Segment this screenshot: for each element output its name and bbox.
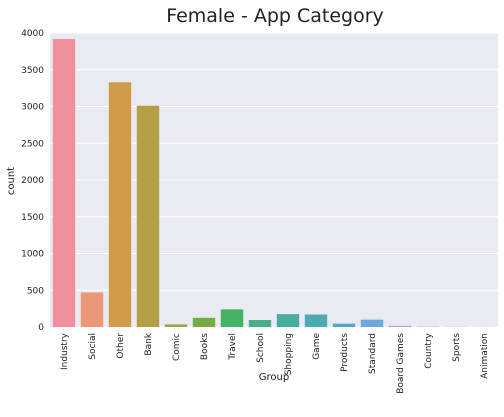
bar-products (332, 323, 356, 327)
bar-school (248, 320, 272, 327)
y-tick-label: 0 (38, 323, 44, 333)
x-tick-label: School (256, 333, 266, 363)
bar-social (80, 292, 104, 327)
y-tick-label: 3500 (21, 66, 44, 76)
bar-board-games (388, 325, 412, 327)
y-tick-label: 2000 (21, 176, 44, 186)
x-tick-label: Shopping (284, 333, 294, 375)
x-tick-label: Travel (228, 333, 238, 361)
y-tick-labels: 0 500 1000 1500 2000 2500 3000 3500 4000 (21, 29, 44, 333)
bar-industry (52, 38, 76, 327)
x-tick-labels: Industry Social Other Bank Comic Books Travel S… (60, 332, 490, 394)
x-tick-label: Bank (144, 332, 154, 355)
bar-other (108, 82, 132, 328)
y-tick-label: 4000 (21, 29, 44, 39)
bar-bank (136, 105, 160, 327)
bar-books (192, 317, 216, 327)
bars (52, 38, 496, 328)
y-tick-label: 500 (27, 286, 44, 296)
y-tick-label: 2500 (21, 139, 44, 149)
x-axis-label: Group (259, 372, 289, 383)
y-tick-label: 1000 (21, 250, 44, 260)
y-tick-label: 1500 (21, 213, 44, 223)
x-tick-label: Products (340, 333, 350, 372)
bar-travel (220, 309, 244, 327)
x-tick-label: Standard (368, 333, 378, 374)
x-tick-label: Social (88, 333, 98, 360)
x-tick-label: Game (312, 333, 322, 360)
x-tick-label: Animation (480, 333, 490, 379)
bar-game (304, 314, 328, 327)
bar-shopping (276, 314, 300, 327)
y-axis-label: count (6, 167, 17, 195)
x-tick-label: Country (424, 332, 434, 368)
x-tick-label: Board Games (396, 333, 406, 394)
bar-standard (360, 319, 384, 327)
x-tick-label: Comic (172, 333, 182, 361)
chart-title: Female - App Category (166, 5, 384, 27)
x-tick-label: Industry (60, 332, 70, 370)
y-tick-label: 3000 (21, 103, 44, 113)
bar-comic (164, 324, 188, 327)
x-tick-label: Sports (452, 333, 462, 362)
x-tick-label: Other (116, 333, 126, 359)
x-tick-label: Books (200, 333, 210, 360)
